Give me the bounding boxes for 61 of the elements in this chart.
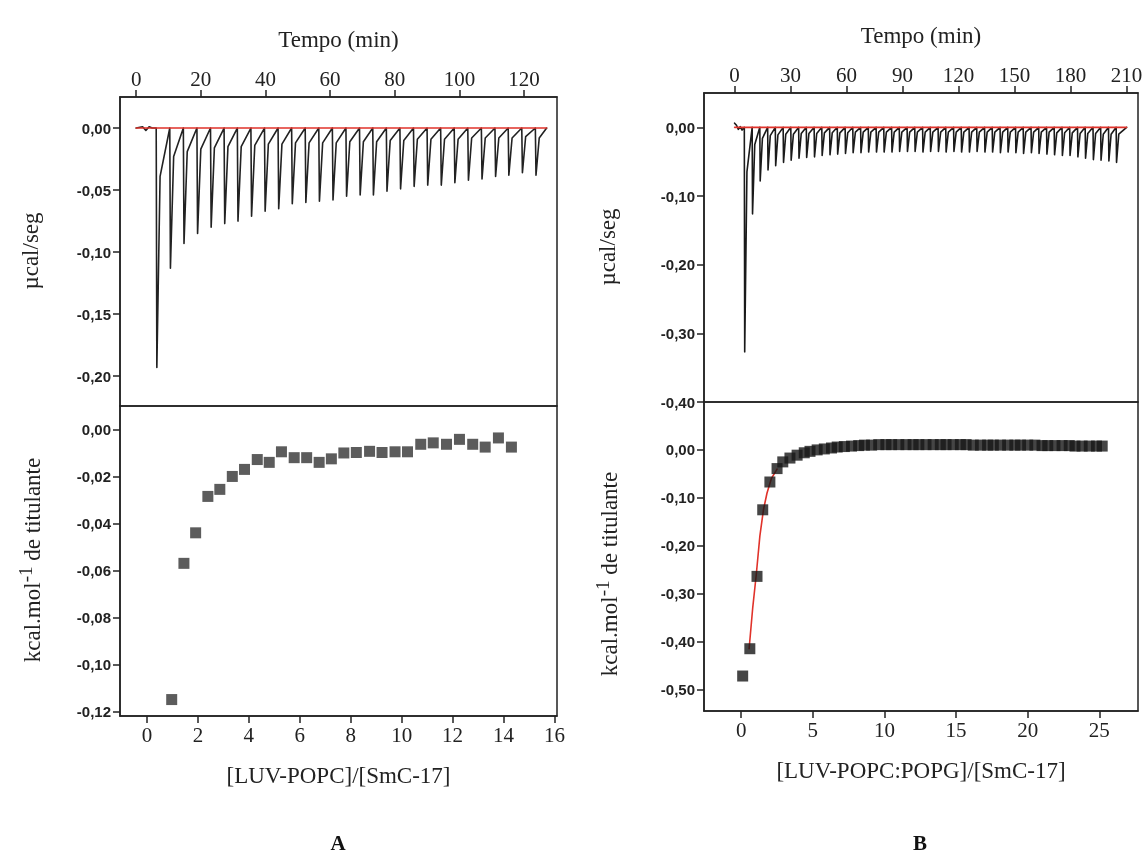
x-tick-label: 8 bbox=[345, 722, 356, 747]
y-tick-label: -0,40 bbox=[660, 633, 695, 651]
x-tick-label: 20 bbox=[1017, 717, 1039, 742]
x-tick-label: 150 bbox=[998, 62, 1031, 87]
x-tick-label: 2 bbox=[192, 722, 204, 747]
x-tick-label: 14 bbox=[493, 722, 515, 747]
x-tick-label: 40 bbox=[254, 66, 276, 91]
x-tick-label: 20 bbox=[190, 66, 212, 91]
y-tick-label: -0,50 bbox=[660, 680, 695, 698]
x-tick-label: 4 bbox=[243, 722, 255, 747]
x-axis-title: [LUV-POPC:POPG]/[SmC-17] bbox=[776, 758, 1066, 783]
x-tick-label: 120 bbox=[942, 62, 975, 87]
x-tick-label: 80 bbox=[384, 66, 406, 91]
y-tick-label: -0,08 bbox=[76, 608, 111, 626]
y-tick-label: -0,04 bbox=[76, 514, 112, 532]
y-tick-label: -0,10 bbox=[76, 655, 111, 673]
y-tick-label: -0,20 bbox=[660, 256, 695, 274]
x-tick-label: 15 bbox=[945, 717, 967, 742]
y-tick-label: 0,00 bbox=[81, 119, 111, 137]
x-tick-label: 0 bbox=[735, 717, 747, 742]
x-tick-label: 16 bbox=[543, 722, 565, 747]
x-tick-label: 100 bbox=[443, 66, 476, 91]
y-tick-label: -0,20 bbox=[660, 537, 695, 555]
y-tick-label: -0,06 bbox=[76, 561, 111, 579]
x-tick-label: 120 bbox=[508, 66, 540, 91]
x-tick-label: 10 bbox=[391, 722, 413, 747]
x-axis-title: [LUV-POPC]/[SmC-17] bbox=[226, 763, 451, 788]
x-axis-title: Tempo (min) bbox=[278, 27, 399, 52]
text: B bbox=[913, 830, 928, 853]
x-tick-label: 0 bbox=[130, 66, 142, 91]
x-tick-label: 5 bbox=[807, 717, 819, 742]
y-tick-label: 0,00 bbox=[81, 420, 111, 438]
y-tick-label: 0,00 bbox=[665, 118, 695, 136]
x-tick-label: 10 bbox=[873, 717, 895, 742]
x-axis-title: Tempo (min) bbox=[860, 23, 982, 48]
y-tick-label: -0,15 bbox=[76, 305, 111, 323]
x-tick-label: 0 bbox=[729, 62, 740, 87]
y-tick-label: -0,02 bbox=[76, 467, 111, 485]
y-tick-label: 0,00 bbox=[665, 441, 695, 459]
text: A bbox=[330, 830, 347, 853]
x-tick-label: 6 bbox=[294, 722, 306, 747]
y-tick-label: -0,12 bbox=[76, 702, 111, 720]
y-tick-label: -0,10 bbox=[76, 243, 111, 261]
x-tick-label: 60 bbox=[319, 66, 341, 91]
y-tick-label: -0,20 bbox=[76, 367, 111, 385]
x-tick-label: 0 bbox=[141, 722, 153, 747]
y-tick-label: -0,30 bbox=[660, 585, 695, 603]
y-tick-label: -0,30 bbox=[660, 324, 695, 342]
x-tick-label: 25 bbox=[1088, 717, 1110, 742]
x-tick-label: 30 bbox=[780, 62, 802, 87]
y-tick-label: -0,40 bbox=[660, 393, 695, 411]
x-tick-label: 210 bbox=[1110, 62, 1143, 87]
y-tick-label: -0,10 bbox=[660, 489, 695, 507]
y-axis-title: µcal/seg bbox=[17, 212, 43, 290]
y-tick-label: -0,05 bbox=[76, 181, 111, 199]
x-tick-label: 60 bbox=[836, 62, 858, 87]
y-axis-title: µcal/seg bbox=[594, 208, 620, 286]
x-tick-label: 90 bbox=[892, 62, 914, 87]
x-tick-label: 12 bbox=[442, 722, 464, 747]
y-tick-label: -0,10 bbox=[660, 187, 695, 205]
x-tick-label: 180 bbox=[1054, 62, 1087, 87]
